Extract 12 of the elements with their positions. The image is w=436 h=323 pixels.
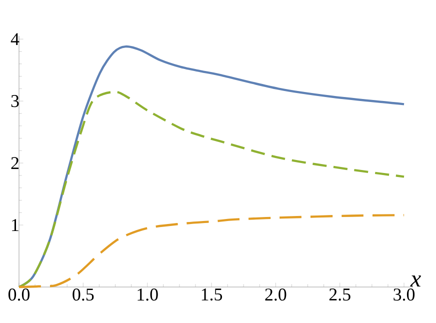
x-tick-label: 0.5 <box>72 288 94 301</box>
y-tick-label: 2 <box>11 157 18 169</box>
y-tick-label: 1 <box>12 219 18 231</box>
y-tick-label: 4 <box>10 33 20 45</box>
x-tick-label: 1.5 <box>202 288 222 301</box>
x-tick-label: 1.0 <box>138 288 158 301</box>
x-axis-title: x <box>410 276 421 286</box>
x-tick-label: 0.0 <box>8 288 30 301</box>
y-tick-label: 3 <box>11 95 19 108</box>
x-tick-label: 3.0 <box>394 288 415 301</box>
x-tick-label: 2.0 <box>265 288 286 301</box>
x-tick-label: 2.5 <box>329 288 350 301</box>
